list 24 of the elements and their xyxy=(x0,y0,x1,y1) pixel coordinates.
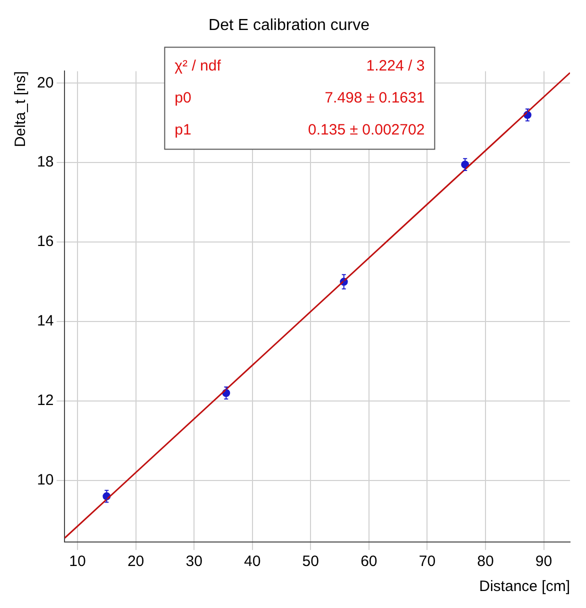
x-tick-label: 80 xyxy=(477,553,494,570)
x-tick-label: 20 xyxy=(127,553,144,570)
x-tick-label: 10 xyxy=(69,553,86,570)
y-tick-label: 18 xyxy=(36,154,54,171)
y-tick-label: 16 xyxy=(36,233,54,250)
y-tick-label: 14 xyxy=(36,312,54,330)
y-axis-title: Delta_t [ns] xyxy=(12,71,30,148)
x-tick-label: 90 xyxy=(535,553,552,570)
y-tick-label: 12 xyxy=(36,392,54,410)
annotation: 1.224 / 3 xyxy=(366,57,425,74)
y-tick-label: 10 xyxy=(36,472,54,489)
x-axis-title: Distance [cm] xyxy=(479,578,570,596)
x-tick-label: 60 xyxy=(360,553,378,570)
x-tick-label: 50 xyxy=(302,553,319,570)
x-tick-label: 40 xyxy=(244,553,261,570)
x-tick-label: 30 xyxy=(186,553,202,570)
annotation: 0.135 ± 0.002702 xyxy=(308,121,425,138)
annotation: χ² / ndf xyxy=(174,57,222,74)
x-tick-label: 70 xyxy=(418,553,436,570)
annotation: p0 xyxy=(174,89,192,106)
chart-title: Det E calibration curve xyxy=(208,17,370,34)
annotation: 7.498 ± 0.1631 xyxy=(324,89,425,106)
y-tick-label: 20 xyxy=(36,74,54,92)
annotation: p1 xyxy=(174,121,192,138)
